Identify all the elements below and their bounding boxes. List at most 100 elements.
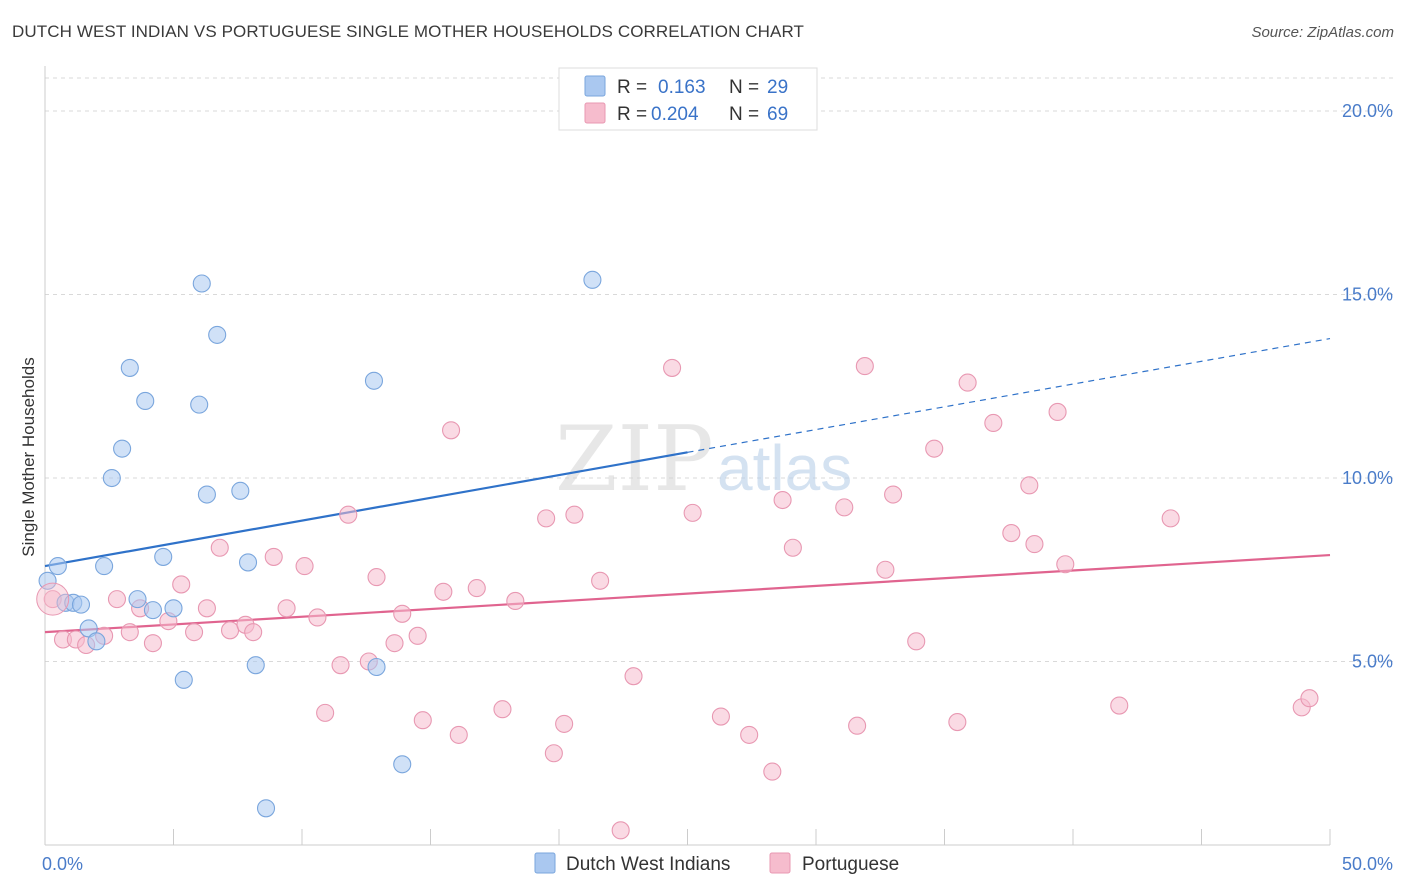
data-point-blue <box>154 547 173 566</box>
data-point-blue <box>143 601 162 620</box>
data-point-blue <box>367 657 386 677</box>
data-point-pink <box>339 505 358 524</box>
data-point-pink <box>884 485 903 504</box>
trend-line-blue <box>44 451 688 568</box>
legend-r-label: R = <box>617 77 647 98</box>
data-point-blue <box>38 571 57 590</box>
data-point-pink <box>565 505 584 524</box>
y-tick-label: 20.0% <box>1342 101 1393 121</box>
bottom-legend-label-dutch: Dutch West Indians <box>566 854 730 875</box>
legend-n-label: N = <box>729 77 759 98</box>
data-point-pink <box>591 571 610 590</box>
x-tick-label: 0.0% <box>42 854 83 874</box>
legend-swatch-pink <box>584 102 606 124</box>
data-point-blue <box>190 395 209 414</box>
y-tick-label: 10.0% <box>1342 468 1393 488</box>
data-point-pink <box>611 821 630 840</box>
legend-swatch-blue <box>584 75 606 97</box>
data-point-pink <box>316 703 335 722</box>
data-point-blue <box>136 391 155 410</box>
data-point-pink <box>711 707 730 726</box>
source-label: Source: ZipAtlas.com <box>1251 24 1394 41</box>
data-point-pink <box>1048 402 1067 422</box>
data-point-pink <box>1161 509 1180 528</box>
chart-title: DUTCH WEST INDIAN VS PORTUGUESE SINGLE M… <box>12 22 805 41</box>
axes <box>44 66 1331 846</box>
data-point-pink <box>683 503 702 522</box>
data-point-pink <box>493 700 512 719</box>
data-point-pink <box>107 590 127 609</box>
data-point-pink <box>1300 689 1319 708</box>
watermark-zip: ZIP <box>555 407 714 512</box>
data-point-blue <box>197 485 216 504</box>
data-point-blue <box>48 557 67 576</box>
data-point-blue <box>128 590 147 609</box>
data-point-pink <box>220 621 240 640</box>
legend-n-value: 29 <box>767 77 788 98</box>
data-point-pink <box>555 714 574 733</box>
trend-line-pink <box>44 553 1331 634</box>
trend-lines <box>44 337 1331 634</box>
data-point-pink <box>408 626 427 645</box>
data-point-pink <box>434 582 453 601</box>
data-point-pink <box>1110 696 1129 715</box>
data-point-pink <box>467 579 486 598</box>
data-point-pink <box>172 575 191 594</box>
data-point-pink <box>385 634 404 653</box>
data-point-blue <box>192 274 211 293</box>
watermark: ZIP atlas <box>555 407 852 512</box>
data-point-pink <box>185 623 204 642</box>
data-point-pink <box>1002 524 1021 543</box>
data-point-pink <box>264 547 283 566</box>
bottom-legend: Dutch West Indians Portuguese <box>534 852 899 875</box>
data-point-blue <box>120 358 139 377</box>
data-point-pink <box>740 725 759 744</box>
data-point-blue <box>174 670 193 689</box>
grid-lines <box>45 77 1395 663</box>
legend-r-label: R = <box>617 104 647 125</box>
y-tick-labels: 5.0% 10.0% 15.0% 20.0% <box>1342 101 1393 671</box>
data-point-pink <box>907 632 926 651</box>
data-point-pink <box>773 490 792 510</box>
data-point-blue <box>71 595 91 614</box>
data-point-pink <box>506 591 525 611</box>
y-tick-label: 5.0% <box>1352 652 1393 672</box>
data-point-blue <box>238 553 258 572</box>
data-point-pink <box>143 634 162 653</box>
bottom-legend-swatch-pink <box>769 852 791 874</box>
legend-r-value: 0.204 <box>651 104 699 125</box>
data-point-blue <box>113 439 132 458</box>
data-point-pink <box>244 623 263 642</box>
data-point-pink <box>537 509 556 528</box>
data-point-pink <box>449 725 468 744</box>
legend: R = 0.163 N = 29 R = 0.204 N = 69 <box>558 67 818 131</box>
data-point-blue <box>102 468 121 488</box>
data-point-blue <box>95 557 114 576</box>
data-point-blue <box>583 270 602 289</box>
data-point-blue <box>208 325 227 344</box>
x-tick-label: 50.0% <box>1342 854 1393 874</box>
data-point-pink <box>763 762 782 781</box>
data-point-pink <box>413 711 432 730</box>
data-point-pink <box>876 560 895 579</box>
y-axis-label: Single Mother Households <box>19 357 38 556</box>
data-point-pink <box>624 667 643 686</box>
data-point-pink <box>393 604 412 623</box>
data-point-pink <box>958 373 977 392</box>
bottom-legend-swatch-blue <box>534 852 556 874</box>
y-tick-label: 15.0% <box>1342 285 1393 305</box>
data-point-pink <box>663 358 682 377</box>
data-point-blue <box>231 481 250 500</box>
data-point-pink <box>277 599 296 618</box>
legend-n-value: 69 <box>767 104 788 125</box>
data-point-blue <box>393 755 412 774</box>
data-point-pink <box>925 439 944 458</box>
data-point-blue <box>246 656 265 675</box>
data-points <box>36 270 1319 840</box>
data-point-pink <box>783 538 802 557</box>
data-point-blue <box>256 799 276 818</box>
data-point-pink <box>855 357 874 376</box>
data-point-pink <box>197 599 216 618</box>
data-point-blue <box>164 599 183 618</box>
